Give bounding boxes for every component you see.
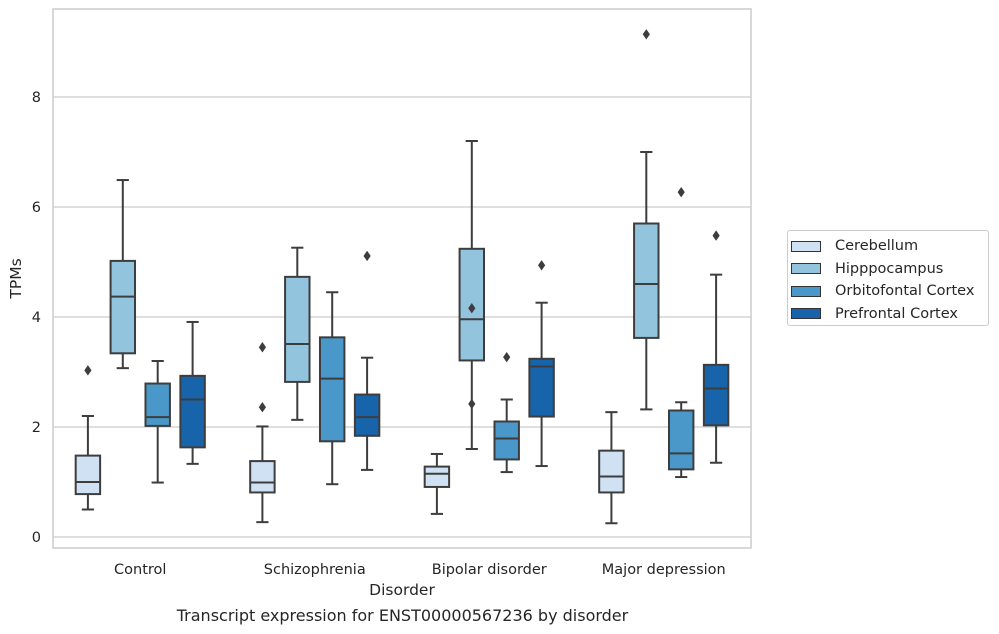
y-tick-label-6: 6	[32, 200, 41, 216]
box-schizophrenia-orbitofontal-cortex	[318, 336, 346, 443]
outlier-major-depression-hipppocampus-0	[642, 29, 650, 40]
box-schizophrenia-hipppocampus	[284, 275, 311, 383]
legend-label-hipppocampus: Hipppocampus	[835, 260, 944, 277]
y-tick-label-0: 0	[32, 530, 41, 546]
plot-frame	[52, 8, 752, 549]
box-control-hipppocampus	[109, 259, 137, 355]
legend-item-prefrontal-cortex: Prefrontal Cortex	[788, 303, 988, 326]
y-tick-label-4: 4	[32, 310, 41, 326]
box-bipolar-disorder-prefrontal-cortex	[528, 357, 555, 418]
outlier-schizophrenia-cerebellum-1	[258, 342, 266, 353]
legend-swatch-prefrontal-cortex	[791, 308, 821, 320]
outlier-schizophrenia-prefrontal-cortex-0	[363, 250, 371, 262]
x-tick-label-bipolar-disorder: Bipolar disorder	[432, 562, 547, 578]
legend: Cerebellum Hipppocampus Orbitofontal Cor…	[787, 230, 989, 326]
outlier-bipolar-disorder-prefrontal-cortex-0	[538, 260, 546, 271]
x-tick-label-major-depression: Major depression	[602, 562, 726, 578]
legend-swatch-cerebellum	[791, 240, 821, 252]
outlier-bipolar-disorder-orbitofontal-cortex-0	[503, 351, 511, 363]
box-control-prefrontal-cortex	[179, 374, 206, 449]
outlier-schizophrenia-cerebellum-0	[258, 402, 266, 413]
legend-swatch-hipppocampus	[791, 263, 821, 275]
box-major-depression-prefrontal-cortex	[702, 363, 730, 427]
box-bipolar-disorder-cerebellum	[423, 465, 451, 488]
legend-item-orbitofontal-cortex: Orbitofontal Cortex	[788, 280, 988, 303]
outlier-major-depression-orbitofontal-cortex-0	[677, 186, 685, 198]
outlier-major-depression-prefrontal-cortex-0	[712, 230, 720, 241]
box-major-depression-hipppocampus	[633, 222, 660, 339]
legend-label-prefrontal-cortex: Prefrontal Cortex	[835, 305, 958, 322]
figure-caption: Transcript expression for ENST0000056723…	[176, 606, 629, 625]
outlier-bipolar-disorder-hipppocampus-1	[468, 303, 476, 314]
x-axis-label: Disorder	[369, 581, 435, 599]
y-axis-label: TPMs	[7, 258, 25, 299]
legend-item-hipppocampus: Hipppocampus	[788, 258, 988, 281]
box-schizophrenia-prefrontal-cortex	[353, 393, 381, 437]
legend-item-cerebellum: Cerebellum	[788, 235, 988, 258]
x-tick-label-schizophrenia: Schizophrenia	[264, 562, 366, 578]
legend-label-orbitofontal-cortex: Orbitofontal Cortex	[835, 283, 975, 300]
box-major-depression-cerebellum	[598, 449, 625, 494]
legend-label-cerebellum: Cerebellum	[835, 238, 919, 255]
box-schizophrenia-cerebellum	[249, 460, 276, 494]
box-major-depression-orbitofontal-cortex	[667, 409, 695, 471]
outlier-bipolar-disorder-hipppocampus-0	[468, 398, 476, 410]
box-control-orbitofontal-cortex	[144, 382, 171, 427]
x-tick-label-control: Control	[114, 562, 166, 578]
y-tick-label-2: 2	[32, 420, 41, 436]
box-control-cerebellum	[74, 454, 102, 496]
box-bipolar-disorder-orbitofontal-cortex	[493, 420, 520, 461]
legend-swatch-orbitofontal-cortex	[791, 285, 821, 297]
y-tick-label-8: 8	[32, 90, 41, 106]
outlier-control-cerebellum-0	[84, 365, 92, 376]
